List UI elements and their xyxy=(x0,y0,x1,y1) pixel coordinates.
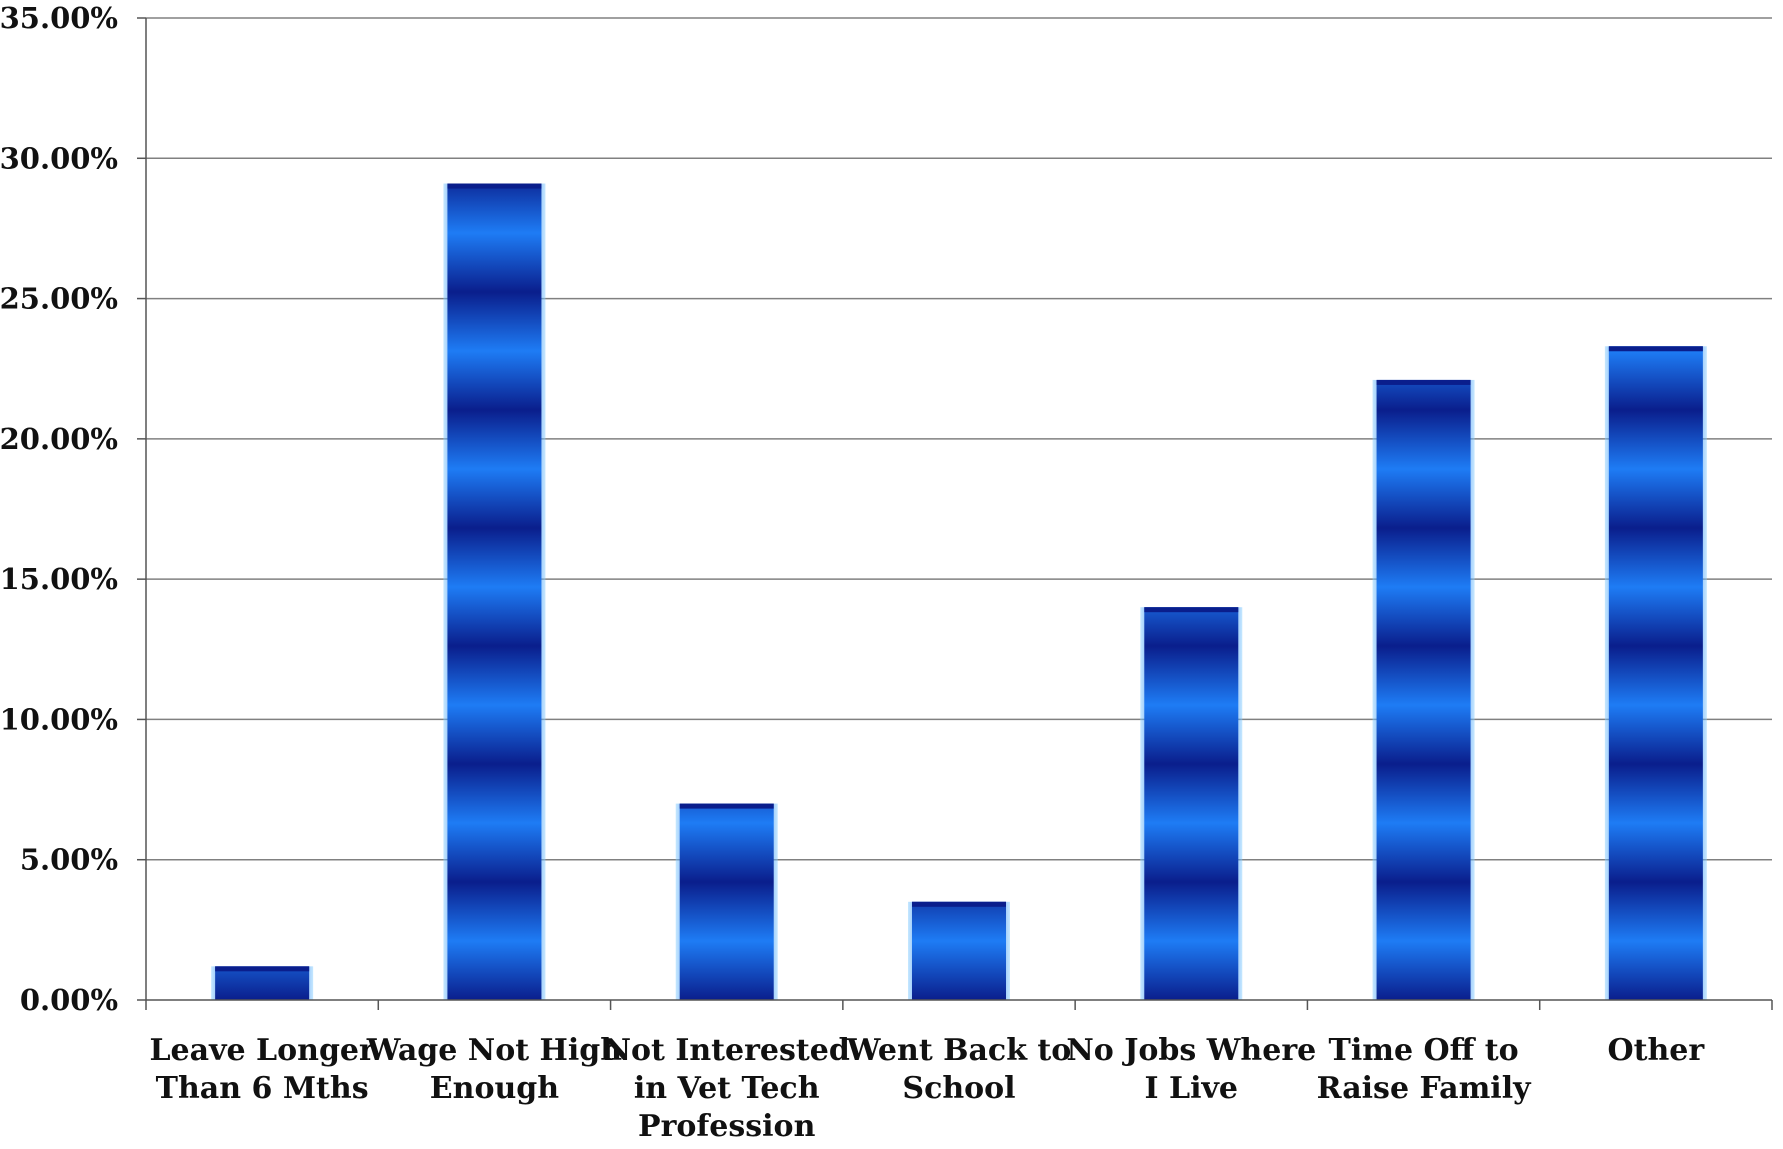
x-category-label-line: I Live xyxy=(1145,1071,1239,1106)
x-category-label-line: Went Back to xyxy=(846,1033,1072,1068)
bar-cap xyxy=(1608,346,1703,352)
bar xyxy=(1376,379,1471,1000)
bar xyxy=(1608,346,1703,1001)
x-category-label-line: Other xyxy=(1608,1033,1706,1068)
x-category-label: Not Interested in Vet Tech Profession xyxy=(604,1033,850,1144)
bar xyxy=(912,901,1006,1000)
gridlines xyxy=(146,17,1772,861)
x-category-label-line: Time Off to xyxy=(1329,1033,1519,1068)
bars xyxy=(211,183,1707,1001)
y-tick-label: 10.00% xyxy=(0,702,118,736)
bar-group xyxy=(1604,346,1707,1001)
bar-group xyxy=(1140,607,1243,1000)
bar-cap xyxy=(447,183,542,189)
bar-cap xyxy=(679,803,774,809)
bar-cap xyxy=(215,966,310,972)
y-tick-label: 20.00% xyxy=(0,422,118,456)
x-category-label-line: Than 6 Mths xyxy=(156,1071,369,1106)
x-category-label-line: School xyxy=(902,1071,1015,1106)
bar-group xyxy=(1372,379,1475,1000)
y-tick-label: 25.00% xyxy=(0,282,118,316)
y-tick-label: 0.00% xyxy=(20,983,118,1017)
y-tick-label: 30.00% xyxy=(0,141,118,175)
x-category-label: Went Back to School xyxy=(846,1033,1072,1106)
labels: 0.00% 5.00% 10.00% 15.00% 20.00% 25.00% 30.00%… xyxy=(0,1,1705,1144)
x-category-label-line: Raise Family xyxy=(1317,1071,1533,1106)
x-category-label: Other xyxy=(1608,1033,1706,1068)
bar-cap xyxy=(912,901,1006,907)
x-category-label-line: Enough xyxy=(430,1071,559,1106)
bar-group xyxy=(443,183,546,1001)
bar xyxy=(679,803,774,1000)
bar xyxy=(215,966,310,1000)
x-category-label: No Jobs Where I Live xyxy=(1066,1033,1316,1106)
bar-cap xyxy=(1376,379,1471,385)
x-category-label: Leave Longer Than 6 Mths xyxy=(149,1033,376,1106)
x-category-label: Time Off to Raise Family xyxy=(1317,1033,1533,1106)
bar xyxy=(1144,607,1239,1000)
y-tick-label: 15.00% xyxy=(0,562,118,596)
x-category-label-line: Leave Longer xyxy=(149,1033,376,1068)
bar-group xyxy=(675,803,778,1000)
x-category-label-line: No Jobs Where xyxy=(1066,1033,1316,1068)
y-tick-label: 35.00% xyxy=(0,1,118,35)
x-category-label-line: Profession xyxy=(638,1109,816,1144)
x-category-label: Wage Not High Enough xyxy=(366,1033,622,1106)
x-category-label-line: Not Interested xyxy=(604,1033,850,1068)
y-tick-label: 5.00% xyxy=(20,843,118,877)
bar-group xyxy=(908,901,1010,1000)
axes xyxy=(137,17,1773,1010)
bar xyxy=(447,183,542,1001)
x-category-label-line: Wage Not High xyxy=(366,1033,622,1068)
bar-group xyxy=(211,966,314,1000)
bar-cap xyxy=(1144,607,1239,613)
x-category-label-line: in Vet Tech xyxy=(634,1071,820,1106)
